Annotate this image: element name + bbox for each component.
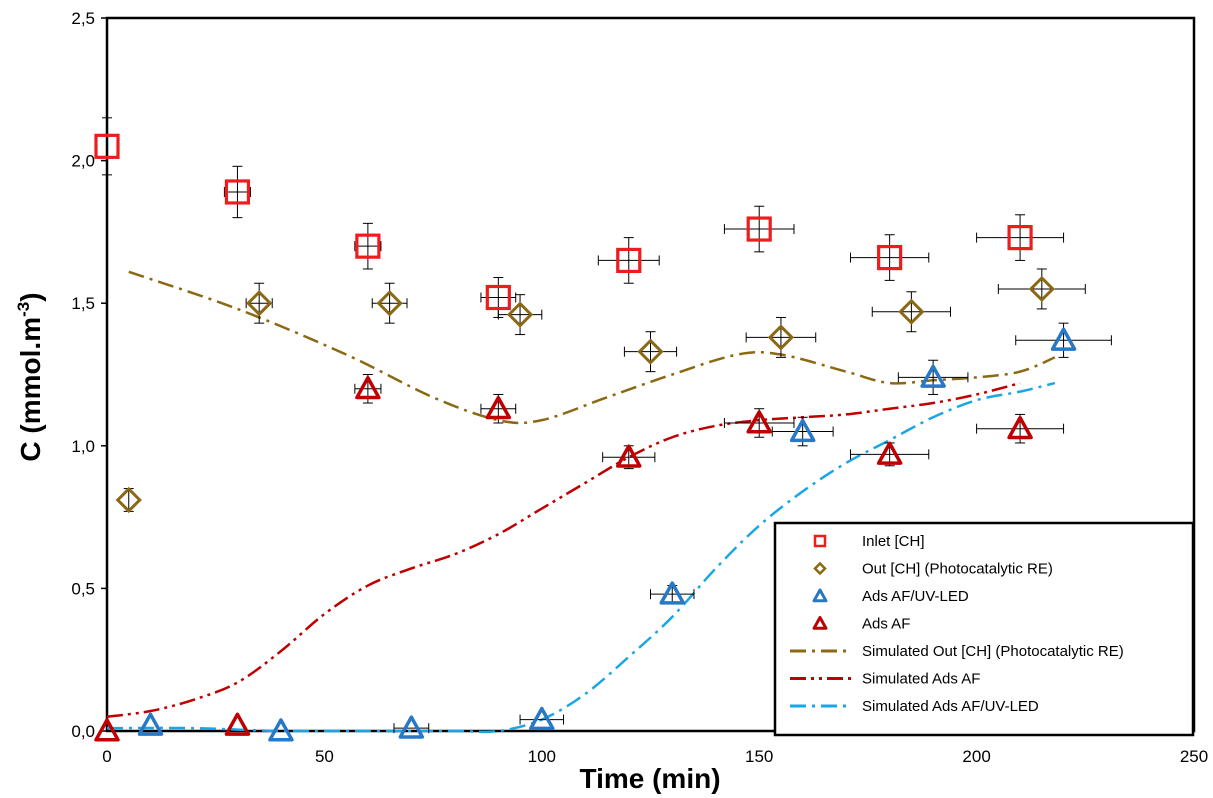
y-axis-title-sup: -3: [14, 302, 33, 317]
error-bar: [997, 268, 1086, 310]
error-bar: [497, 294, 543, 336]
series-line: [106, 381, 1056, 734]
legend-item: Ads AF/UV-LED: [812, 588, 969, 605]
marker-square: [355, 233, 381, 259]
error-bar: [850, 234, 930, 281]
marker-triangle: [137, 712, 164, 736]
x-tick-label: 200: [962, 747, 990, 766]
marker-triangle: [812, 588, 828, 603]
error-bar: [223, 165, 251, 219]
x-axis-ticks: 0 50 100 150 200 250: [102, 747, 1208, 766]
marker-triangle: [876, 441, 903, 465]
error-bar: [623, 331, 678, 373]
legend-label: Ads AF: [862, 616, 910, 633]
marker-triangle: [616, 444, 642, 468]
marker-diamond: [813, 561, 827, 576]
marker-square: [94, 133, 120, 159]
error-bar: [871, 291, 952, 333]
series-line: [128, 270, 1056, 425]
y-tick-label: 0,5: [71, 579, 95, 598]
y-axis-ticks: 0,0 0,5 1,0 1,5 2,0 2,5: [71, 9, 107, 741]
marker-square: [746, 216, 772, 242]
y-tick-label: 1,0: [71, 437, 95, 456]
legend-label: Simulated Out [CH] (Photocatalytic RE): [862, 643, 1124, 660]
y-tick-label: 1,5: [71, 294, 95, 313]
error-bar: [976, 214, 1065, 261]
x-tick-label: 0: [102, 747, 111, 766]
marker-triangle: [1050, 327, 1077, 351]
marker-square: [616, 247, 642, 274]
error-bar: [393, 723, 430, 734]
marker-diamond: [246, 290, 273, 317]
marker-diamond: [767, 324, 795, 351]
x-tick-label: 50: [315, 747, 334, 766]
legend-item: Simulated Out [CH] (Photocatalytic RE): [790, 643, 1124, 660]
marker-triangle: [1007, 415, 1033, 440]
y-axis-title: C (mmol.m-3): [14, 292, 46, 461]
legend-item: Out [CH] (Photocatalytic RE): [813, 561, 1053, 578]
marker-triangle: [746, 410, 772, 434]
marker-triangle: [398, 715, 425, 739]
error-bar: [597, 237, 660, 284]
error-bar: [354, 222, 382, 270]
marker-triangle: [224, 712, 251, 736]
y-tick-label: 2,5: [71, 9, 95, 28]
error-bar: [745, 316, 817, 358]
legend-box: [773, 521, 1195, 737]
x-tick-label: 150: [745, 747, 773, 766]
x-axis-title: Time (min): [579, 763, 720, 794]
marker-square: [813, 534, 827, 548]
marker-triangle: [920, 364, 946, 388]
marker-square: [1007, 225, 1033, 251]
legend: Inlet [CH] Out [CH] (Photocatalytic RE) Ad…: [773, 521, 1195, 737]
marker-diamond: [1028, 275, 1055, 303]
x-tick-label: 250: [1180, 747, 1208, 766]
y-tick-label: 0,0: [71, 722, 95, 741]
simulated-lines: [106, 270, 1056, 734]
marker-triangle: [789, 418, 816, 443]
marker-diamond: [637, 338, 664, 365]
y-axis-title-end: ): [15, 292, 46, 301]
marker-diamond: [506, 301, 534, 328]
marker-diamond: [115, 486, 142, 514]
series-line: [106, 381, 1021, 718]
data-markers: [94, 133, 1077, 742]
marker-square: [877, 244, 903, 271]
error-bar: [723, 205, 795, 253]
error-bar: [102, 117, 112, 176]
legend-label: Ads AF/UV-LED: [862, 588, 969, 605]
marker-triangle: [355, 376, 381, 400]
legend-label: Inlet [CH]: [862, 533, 925, 550]
y-axis-title-main: C (mmol.m: [15, 317, 46, 462]
legend-label: Simulated Ads AF: [862, 671, 980, 688]
legend-item: Inlet [CH]: [813, 533, 925, 550]
error-bar: [519, 714, 565, 725]
error-bar: [1015, 322, 1112, 358]
x-tick-label: 100: [528, 747, 556, 766]
marker-triangle: [529, 706, 555, 731]
marker-triangle: [94, 718, 120, 742]
marker-triangle: [268, 718, 294, 742]
error-bars: [102, 117, 1112, 734]
y-tick-label: 2,0: [71, 152, 95, 171]
legend-item: Ads AF: [812, 616, 910, 633]
legend-label: Simulated Ads AF/UV-LED: [862, 698, 1039, 715]
marker-triangle: [659, 581, 685, 605]
marker-square: [224, 179, 251, 205]
marker-triangle: [485, 395, 512, 420]
legend-item: Simulated Ads AF: [790, 671, 980, 688]
legend-label: Out [CH] (Photocatalytic RE): [862, 561, 1053, 578]
legend-items: Inlet [CH] Out [CH] (Photocatalytic RE) Ad…: [790, 533, 1124, 715]
marker-triangle: [812, 616, 828, 630]
error-bar: [245, 282, 273, 324]
legend-item: Simulated Ads AF/UV-LED: [790, 698, 1039, 715]
marker-diamond: [376, 290, 403, 317]
marker-diamond: [898, 298, 925, 325]
marker-square: [485, 284, 511, 311]
